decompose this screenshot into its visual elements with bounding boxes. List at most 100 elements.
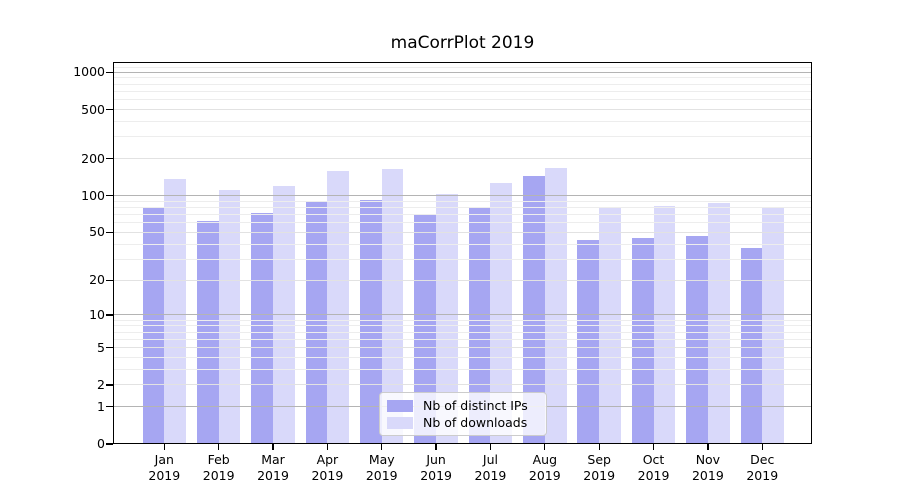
x-tick-year: 2019: [583, 467, 616, 483]
x-tick-mark: [272, 444, 274, 450]
axes-frame: [113, 61, 812, 444]
y-gridline-major: [113, 347, 812, 349]
y-gridline-minor: [113, 331, 812, 333]
y-gridline-major: [113, 384, 812, 386]
y-tick-label: 200: [81, 150, 105, 166]
y-gridline-major-pow10: [113, 71, 812, 73]
y-gridline-minor: [113, 356, 812, 358]
x-tick-label-oct: Oct 2019: [622, 452, 686, 483]
y-gridline-minor: [113, 214, 812, 216]
x-tick-label-dec: Dec 2019: [730, 452, 794, 483]
x-tick-month: Mar: [261, 452, 285, 467]
legend-entry-distinct-ips: Nb of distinct IPs: [387, 398, 539, 413]
y-gridline-minor: [113, 136, 812, 138]
y-gridline-minor: [113, 200, 812, 202]
x-tick-month: Oct: [642, 452, 665, 467]
y-gridline-minor: [113, 66, 812, 68]
x-tick-label-feb: Feb 2019: [187, 452, 251, 483]
x-tick-mark: [381, 444, 383, 450]
y-tick-label: 2: [97, 376, 105, 392]
y-tick-mark: [106, 384, 113, 386]
y-tick-label: 0: [97, 436, 105, 451]
bar-nb-of-distinct-ips-apr: [305, 200, 328, 444]
x-tick-label-nov: Nov 2019: [676, 452, 740, 483]
x-tick-mark: [435, 444, 437, 450]
y-gridline-minor: [113, 121, 812, 123]
x-tick-mark: [544, 444, 546, 450]
x-tick-mark: [707, 444, 709, 450]
chart-title: maCorrPlot 2019: [390, 33, 535, 53]
y-tick-mark: [106, 443, 113, 445]
x-tick-month: Dec: [750, 452, 775, 467]
y-gridline-minor: [113, 222, 812, 224]
x-tick-month: Apr: [316, 452, 339, 467]
y-gridline-major-pow10: [113, 195, 812, 197]
bar-nb-of-distinct-ips-oct: [631, 238, 654, 444]
x-tick-mark: [761, 444, 763, 450]
x-tick-mark: [326, 444, 329, 450]
x-tick-year: 2019: [257, 467, 289, 483]
legend-label-downloads: Nb of downloads: [423, 415, 528, 430]
y-gridline-minor: [113, 258, 812, 260]
y-tick-label: 500: [81, 101, 105, 117]
y-tick-mark: [106, 346, 113, 349]
x-tick-year: 2019: [637, 467, 670, 483]
y-tick-label: 1000: [73, 64, 105, 80]
y-tick-label: 50: [89, 224, 105, 240]
legend-swatch-distinct-ips: [387, 399, 413, 412]
y-gridline-major-pow10: [113, 314, 812, 316]
y-gridline-major: [113, 109, 812, 111]
y-gridline-minor: [113, 368, 812, 370]
bar-nb-of-downloads-aug: [544, 167, 567, 444]
y-tick-mark: [106, 195, 113, 197]
x-tick-year: 2019: [202, 467, 235, 483]
x-tick-mark: [652, 444, 655, 450]
y-tick-mark: [106, 279, 113, 281]
x-tick-year: 2019: [528, 467, 561, 483]
y-gridline-minor: [113, 207, 812, 209]
x-tick-label-apr: Apr 2019: [295, 452, 359, 483]
bar-nb-of-distinct-ips-may: [360, 199, 382, 444]
legend: Nb of distinct IPs Nb of downloads: [379, 392, 547, 436]
y-tick-mark: [106, 71, 113, 73]
x-tick-mark: [163, 444, 165, 450]
bar-nb-of-downloads-jan: [164, 179, 186, 444]
x-tick-label-jan: Jan 2019: [132, 452, 196, 483]
x-tick-label-jun: Jun 2019: [404, 452, 468, 483]
bar-nb-of-downloads-nov: [707, 202, 730, 444]
x-tick-month: Jan: [154, 452, 174, 467]
y-tick-mark: [106, 108, 113, 111]
grid-layer: [113, 62, 812, 445]
x-tick-year: 2019: [365, 467, 398, 483]
x-tick-month: May: [368, 452, 395, 467]
y-gridline-minor: [113, 338, 812, 340]
x-tick-label-jul: Jul 2019: [458, 452, 522, 483]
legend-swatch-downloads: [387, 416, 413, 429]
y-gridline-major: [113, 231, 812, 233]
x-tick-month: Sep: [587, 452, 611, 467]
x-tick-mark: [598, 444, 600, 450]
y-gridline-minor: [113, 77, 812, 79]
x-tick-year: 2019: [420, 467, 452, 483]
bar-nb-of-distinct-ips-sep: [577, 240, 600, 444]
y-tick-label: 100: [81, 187, 105, 203]
y-gridline-minor: [113, 99, 812, 101]
legend-label-distinct-ips: Nb of distinct IPs: [423, 398, 528, 413]
y-gridline-minor: [113, 243, 812, 245]
y-tick-mark: [106, 314, 113, 316]
bar-nb-of-distinct-ips-mar: [251, 213, 273, 444]
bar-nb-of-downloads-feb: [218, 189, 241, 444]
bar-nb-of-distinct-ips-nov: [686, 235, 708, 444]
y-tick-label: 5: [97, 339, 105, 355]
legend-entry-downloads: Nb of downloads: [387, 415, 539, 430]
x-tick-mark: [218, 444, 220, 450]
x-tick-month: Nov: [695, 452, 721, 467]
plot-area: [113, 61, 812, 445]
x-tick-year: 2019: [474, 467, 507, 483]
y-tick-mark: [106, 158, 113, 160]
x-tick-month: Feb: [207, 452, 230, 467]
x-tick-year: 2019: [148, 467, 181, 483]
x-tick-label-may: May 2019: [350, 452, 414, 483]
y-gridline-minor: [113, 90, 812, 92]
